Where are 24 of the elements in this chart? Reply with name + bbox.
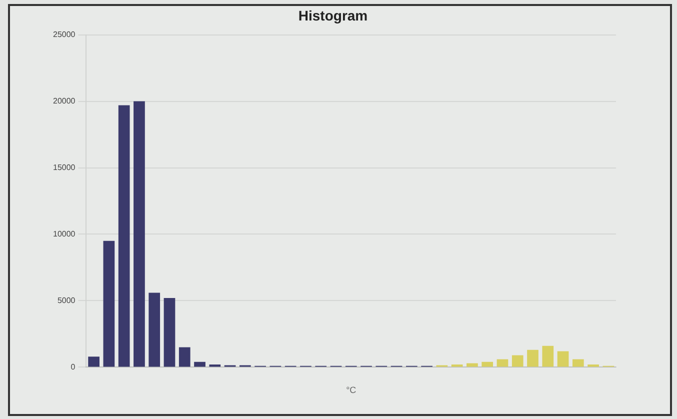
- bar: [527, 350, 538, 367]
- bar: [118, 105, 130, 367]
- bar: [103, 240, 115, 367]
- bar: [557, 351, 569, 367]
- bar: [164, 298, 176, 367]
- bar: [88, 356, 100, 367]
- bar: [542, 346, 554, 367]
- y-tick-label: 0: [70, 362, 76, 372]
- y-tick-label: 5000: [57, 296, 76, 305]
- y-tick-label: 15000: [52, 162, 76, 172]
- bar: [572, 359, 584, 367]
- bar: [178, 347, 190, 367]
- bar: [482, 362, 494, 367]
- bar: [148, 292, 160, 367]
- bar: [194, 362, 206, 367]
- bar: [134, 101, 145, 367]
- bar: [496, 359, 508, 367]
- chart-title: Histogram: [298, 7, 368, 24]
- y-tick-label: 10000: [52, 229, 76, 238]
- bar: [512, 355, 524, 367]
- y-tick-label: 25000: [52, 30, 76, 40]
- y-tick-label: 20000: [52, 96, 76, 106]
- bar: [466, 363, 478, 367]
- x-axis-title: °C: [346, 385, 357, 396]
